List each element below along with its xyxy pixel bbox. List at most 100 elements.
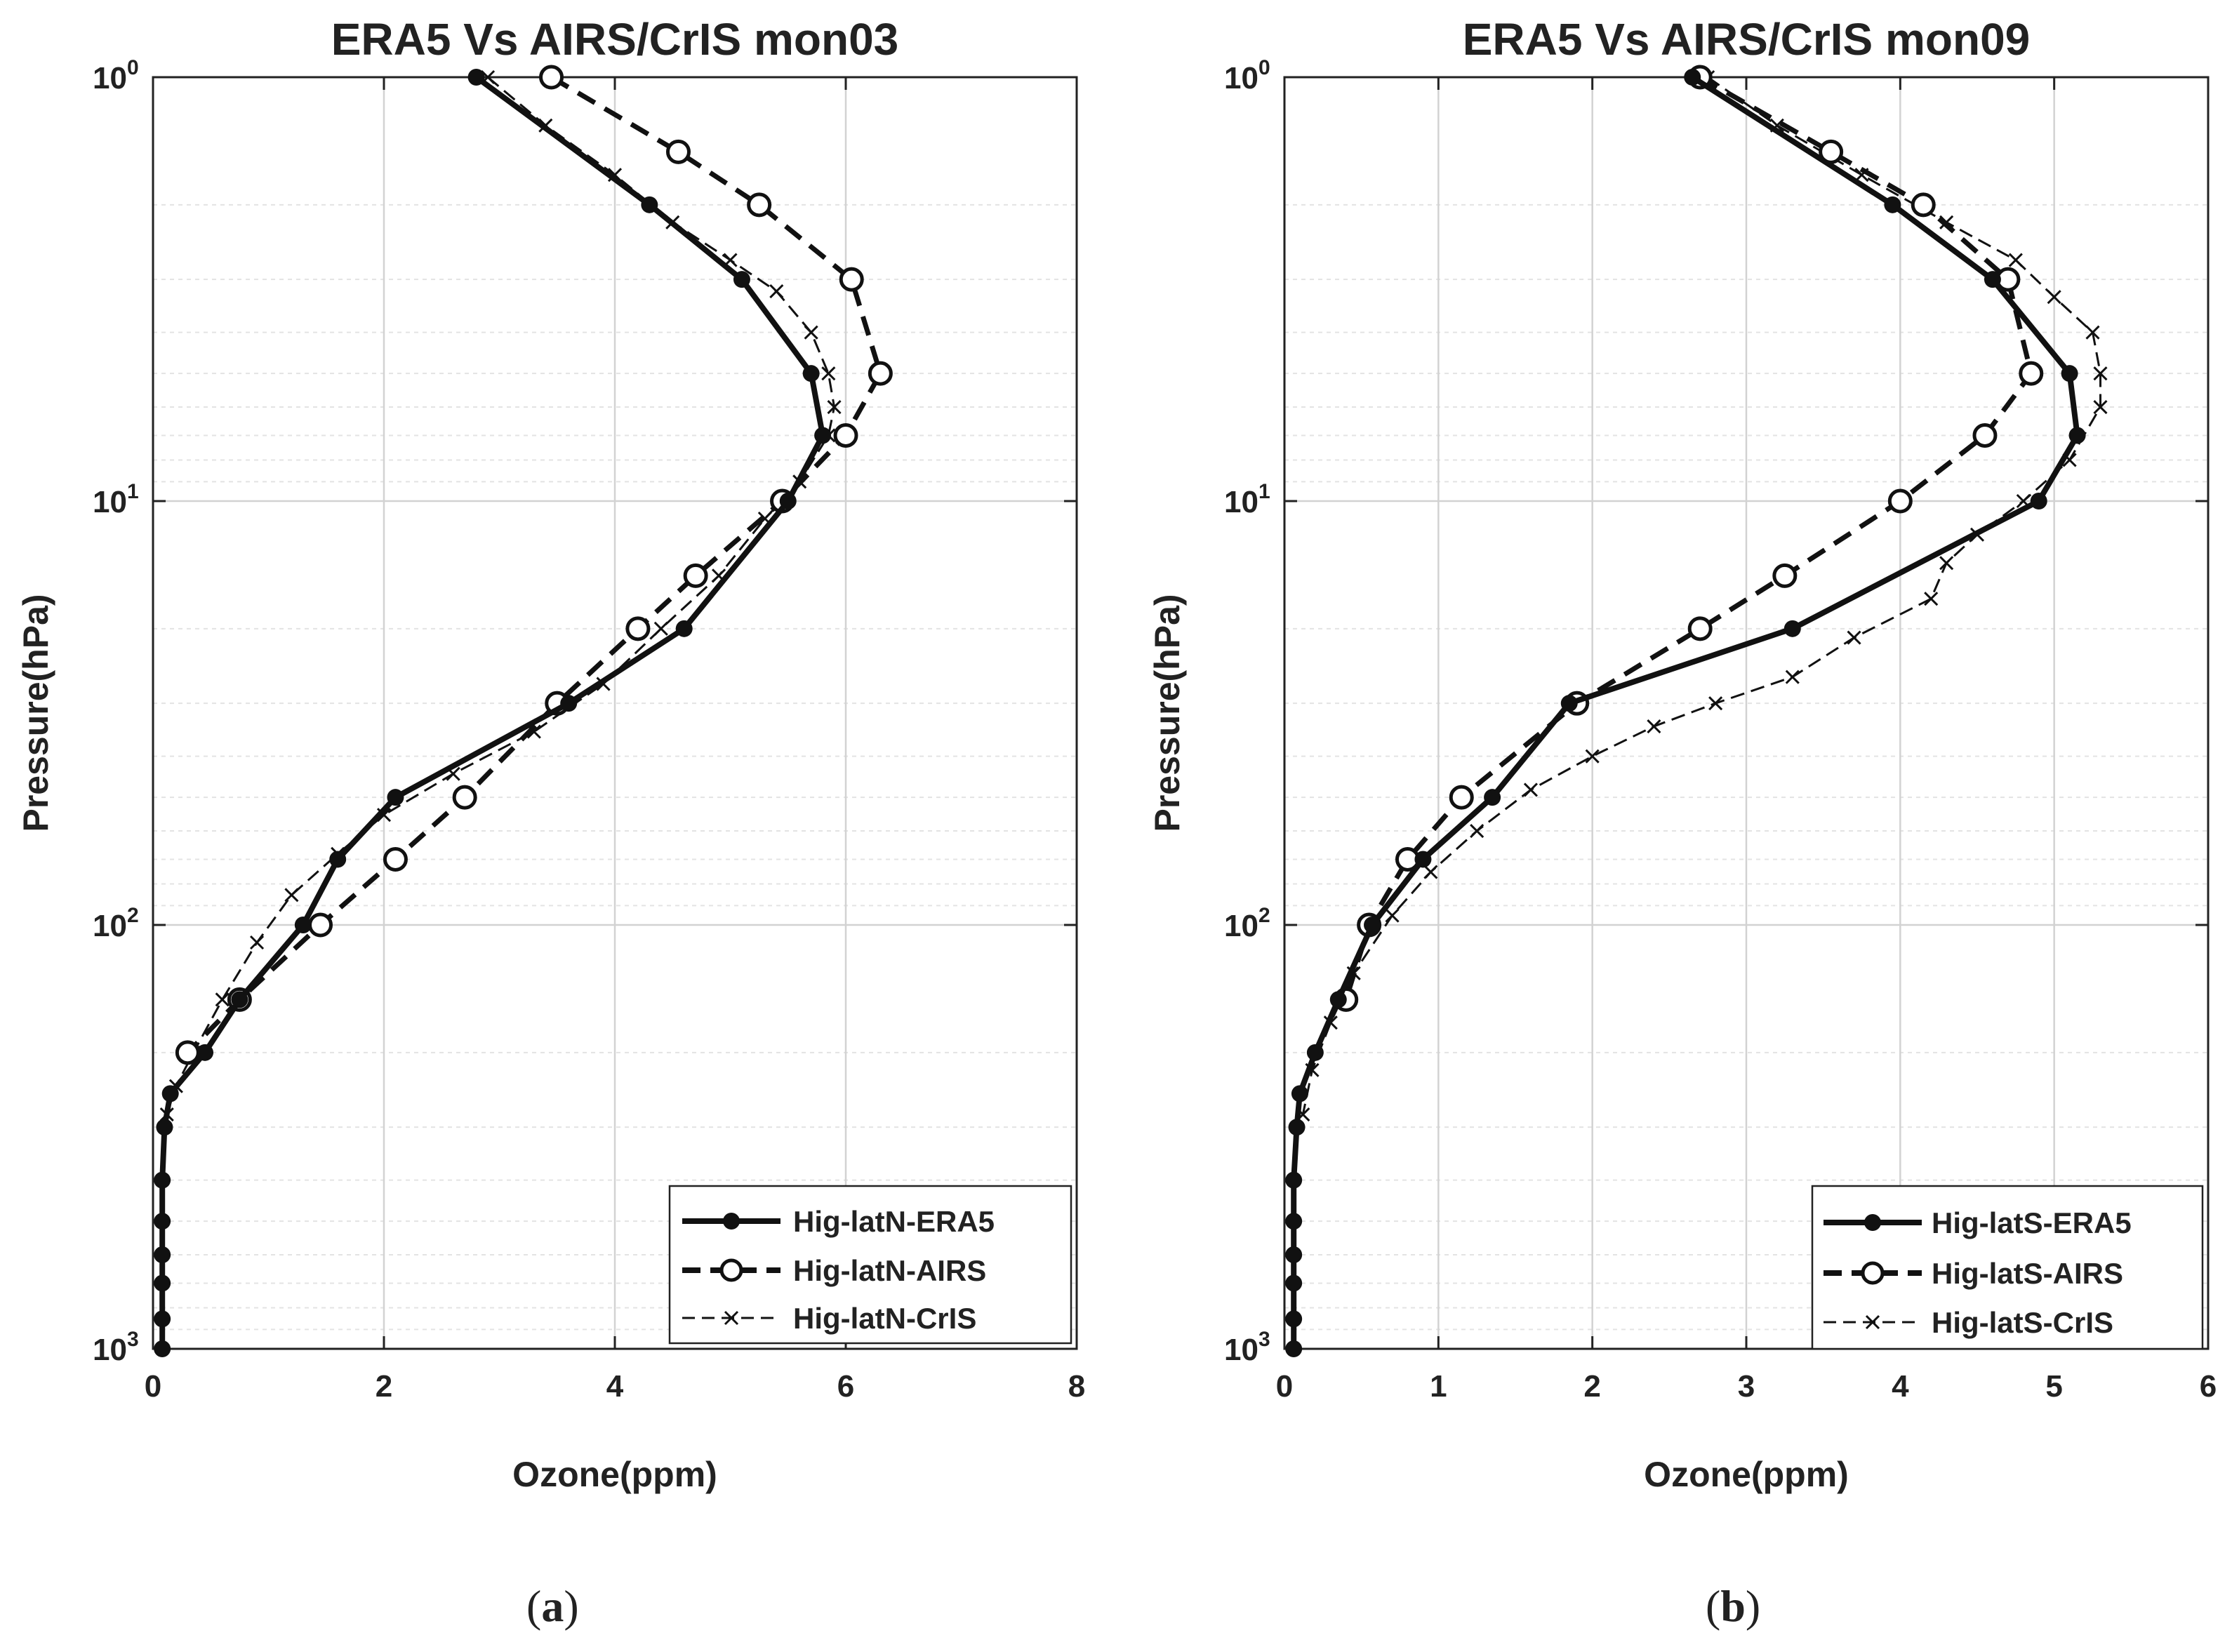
series-line <box>159 74 826 1349</box>
data-point <box>1939 556 1954 571</box>
data-point <box>2068 427 2086 444</box>
data-point <box>1291 1085 1308 1103</box>
data-point <box>804 325 818 340</box>
legend-entry-airs-a: Hig-latN-AIRS <box>682 1254 986 1287</box>
legend-entry-airs-b: Hig-latS-AIRS <box>1824 1257 2123 1290</box>
data-point <box>779 493 797 509</box>
data-point <box>539 65 564 90</box>
series-hig-latn-cris <box>159 69 842 1122</box>
y-tick-label: 101 <box>1224 480 1270 519</box>
x-tick-label: 6 <box>2200 1369 2217 1404</box>
data-point <box>2093 366 2108 381</box>
data-point <box>1585 749 1600 764</box>
series-b <box>1285 65 2108 1357</box>
data-point <box>1364 917 1381 933</box>
data-point <box>329 851 347 868</box>
y-tick-label: 100 <box>1224 56 1270 95</box>
data-point <box>1470 823 1484 839</box>
y-axis-label-a: Pressure(hPa) <box>16 594 55 832</box>
series-hig-lats-era5 <box>1285 69 2086 1357</box>
data-point <box>802 365 820 382</box>
legend-label-airs-a: Hig-latN-AIRS <box>793 1254 986 1287</box>
data-point <box>284 888 299 902</box>
data-point <box>2019 361 2044 386</box>
data-point <box>175 1040 200 1065</box>
data-point <box>294 917 312 933</box>
x-tick-label: 0 <box>145 1369 161 1404</box>
series-hig-lats-airs <box>1334 65 2044 1012</box>
series-hig-lats-cris <box>1296 69 2108 1122</box>
data-point <box>1911 192 1936 218</box>
data-point <box>215 992 230 1007</box>
data-point <box>1285 1213 1303 1230</box>
data-point <box>1414 851 1432 868</box>
x-tick-label: 6 <box>837 1369 854 1404</box>
data-point <box>1329 991 1347 1008</box>
legend-entry-cris-b: Hig-latS-CrIS <box>1824 1306 2113 1339</box>
data-point <box>1708 696 1723 711</box>
y-tick-label: 101 <box>93 480 139 519</box>
x-tick-label: 2 <box>376 1369 392 1404</box>
data-point <box>1423 865 1438 879</box>
data-point <box>1560 695 1578 712</box>
x-axis-label-a: Ozone(ppm) <box>512 1455 717 1494</box>
data-point <box>1687 616 1713 641</box>
data-point <box>560 695 578 712</box>
data-point <box>387 789 404 806</box>
data-point <box>2085 325 2100 340</box>
data-point <box>821 366 836 381</box>
data-point <box>1785 670 1800 684</box>
x-tick-label: 4 <box>606 1369 624 1404</box>
x-tick-label: 0 <box>1276 1369 1293 1404</box>
panel-caption-a: (a) <box>526 1581 579 1631</box>
data-point <box>1884 196 1901 213</box>
y-tick-label: 100 <box>93 56 139 95</box>
data-point <box>1772 563 1798 588</box>
data-point <box>161 1085 179 1103</box>
data-point <box>197 1044 214 1061</box>
data-point <box>1523 782 1538 797</box>
legend-label-cris-b: Hig-latS-CrIS <box>1932 1306 2113 1339</box>
data-point <box>1887 488 1913 514</box>
legend-entry-era5-a: Hig-latN-ERA5 <box>682 1205 995 1238</box>
data-point <box>2030 493 2047 509</box>
data-point <box>154 1213 171 1230</box>
data-point <box>814 427 832 444</box>
data-point <box>154 1310 171 1328</box>
data-point <box>1306 1044 1324 1061</box>
x-tick-label: 8 <box>1068 1369 1085 1404</box>
data-point <box>665 139 691 164</box>
data-point <box>733 271 750 288</box>
y-tick-label: 102 <box>1224 904 1270 943</box>
data-point <box>1285 1274 1303 1292</box>
data-point <box>1288 1119 1306 1136</box>
series-line <box>1291 74 2080 1349</box>
data-point <box>249 935 265 950</box>
legend-label-era5-a: Hig-latN-ERA5 <box>793 1205 995 1238</box>
data-point <box>1783 620 1801 637</box>
data-point <box>2061 365 2078 382</box>
series-a <box>154 65 893 1357</box>
legend-b: Hig-latS-ERA5 Hig-latS-AIRS Hig-latS-CrI… <box>1811 1185 2204 1350</box>
chart-title-a: ERA5 Vs AIRS/CrIS mon03 <box>331 14 899 65</box>
legend-entry-cris-a: Hig-latN-CrIS <box>682 1302 976 1335</box>
data-point <box>2008 253 2023 267</box>
legend-label-era5-b: Hig-latS-ERA5 <box>1932 1206 2132 1239</box>
x-tick-label: 1 <box>1430 1369 1447 1404</box>
data-point <box>625 616 651 641</box>
data-point <box>1924 592 1939 606</box>
y-tick-label: 102 <box>93 904 139 943</box>
data-point <box>452 785 477 810</box>
legend-a: Hig-latN-ERA5 Hig-latN-AIRS Hig-latN-CrI… <box>668 1185 1072 1345</box>
data-point <box>769 284 784 299</box>
series-line <box>1343 74 2034 1001</box>
data-point <box>833 422 858 448</box>
data-point <box>641 196 658 213</box>
x-tick-label: 5 <box>2045 1369 2062 1404</box>
data-point <box>156 1119 173 1136</box>
data-point <box>675 620 693 637</box>
